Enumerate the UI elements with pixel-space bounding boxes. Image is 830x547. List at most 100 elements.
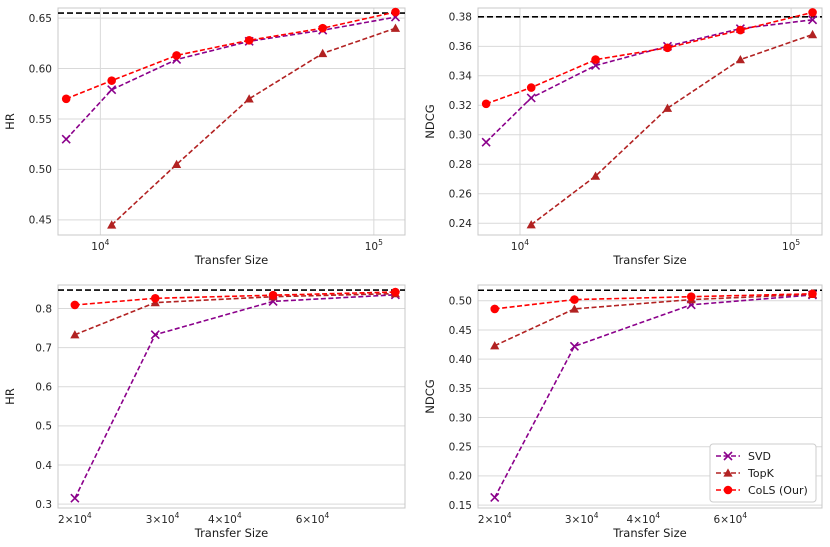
- series-line-cols-our: [65, 11, 396, 100]
- marker-cols-our-0: [61, 94, 71, 104]
- y-axis-label: HR: [3, 113, 17, 130]
- marker-legend-svd-0: [723, 451, 733, 461]
- panel-ndcg-bottom: 0.15 0.20 0.25 0.30 0.35 0.40 0.45 0.50 2×104 3×1…: [423, 284, 823, 540]
- y-tick-label: 0.50: [449, 296, 472, 308]
- marker-svd-0-b: [61, 134, 71, 144]
- marker-svd-0-b: [490, 492, 500, 503]
- marker-topk-2: [662, 103, 673, 112]
- y-tick-label: 0.6: [35, 382, 52, 394]
- marker-legend-cols-our-0: [723, 485, 733, 495]
- marker-legend-svd-0-b: [723, 451, 733, 461]
- marker-svd-5: [808, 15, 818, 25]
- marker-cols-our-0: [490, 304, 500, 314]
- y-tick-label: 0.36: [449, 41, 473, 53]
- marker-cols-our-4: [318, 23, 327, 33]
- y-tick-label: 0.3: [35, 499, 52, 511]
- y-axis-label: HR: [3, 388, 17, 405]
- legend: SVD TopK CoLS (Our): [709, 443, 817, 503]
- y-tick-label: 0.50: [29, 164, 52, 176]
- panel-hr-top: 0.45 0.50 0.55 0.60 0.65 104 105 Transfer Size H…: [3, 7, 406, 267]
- marker-svd-0-b: [70, 493, 80, 503]
- series-line-topk: [111, 27, 396, 226]
- series-line-svd: [65, 16, 396, 140]
- y-tick-label: 0.35: [449, 383, 472, 395]
- legend-label-svd: SVD: [748, 450, 771, 463]
- y-tick-label: 0.30: [449, 412, 472, 424]
- marker-svd-0-b: [481, 137, 491, 147]
- y-tick-label: 0.4: [35, 460, 52, 472]
- x-tick-label: 6×104: [296, 511, 330, 526]
- y-tick-label: 0.40: [449, 354, 472, 366]
- y-tick-label: 0.34: [449, 71, 473, 83]
- marker-svd-5-b: [808, 15, 818, 25]
- x-tick-label: 105: [365, 238, 383, 253]
- series-line-topk: [530, 33, 813, 226]
- x-axis-label: Transfer Size: [612, 253, 687, 267]
- legend-label-topk: TopK: [747, 467, 775, 480]
- y-tick-label: 0.5: [35, 421, 52, 433]
- y-tick-label: 0.20: [449, 471, 472, 483]
- series-line-svd: [74, 294, 396, 499]
- x-tick-label: 4×104: [208, 511, 242, 526]
- y-tick-label: 0.24: [449, 218, 473, 230]
- marker-topk-0: [490, 341, 500, 350]
- marker-cols-our-0: [481, 99, 491, 109]
- y-tick-label: 0.55: [29, 114, 52, 126]
- marker-svd-1: [569, 341, 579, 351]
- y-tick-label: 0.30: [449, 130, 472, 142]
- marker-topk-1: [171, 159, 182, 169]
- marker-topk-1: [569, 304, 580, 313]
- x-axis-label: Transfer Size: [612, 526, 687, 540]
- x-tick-label: 104: [511, 238, 529, 253]
- marker-cols-our-2: [268, 290, 278, 300]
- y-tick-label: 0.15: [449, 500, 472, 512]
- series-line-svd: [485, 19, 813, 143]
- marker-svd-0: [61, 134, 71, 144]
- marker-svd-0: [481, 137, 491, 147]
- y-tick-label: 0.28: [449, 159, 472, 171]
- series-line-topk: [494, 293, 813, 347]
- x-tick-label: 2×104: [478, 511, 512, 526]
- marker-svd-1: [107, 85, 117, 95]
- x-tick-label: 104: [91, 238, 109, 253]
- marker-cols-our-1: [150, 294, 160, 303]
- x-axis-label: Transfer Size: [194, 526, 269, 540]
- y-tick-label: 0.45: [29, 215, 52, 227]
- x-axis-label: Transfer Size: [194, 253, 269, 267]
- y-tick-label: 0.38: [449, 12, 472, 24]
- marker-cols-our-2: [591, 55, 600, 64]
- series-line-svd: [493, 294, 813, 498]
- marker-svd-0: [490, 492, 500, 503]
- marker-legend-topk-0: [723, 468, 733, 477]
- x-tick-label: 6×104: [714, 511, 748, 526]
- y-tick-label: 0.45: [449, 325, 472, 337]
- marker-cols-our-1: [526, 83, 536, 92]
- marker-cols-our-1: [570, 295, 579, 304]
- marker-topk-3: [318, 48, 328, 58]
- marker-cols-our-3: [663, 43, 672, 53]
- marker-svd-0: [70, 493, 80, 503]
- y-tick-label: 0.26: [449, 189, 473, 201]
- y-axis-label: NDCG: [423, 104, 437, 138]
- marker-cols-our-1: [107, 76, 116, 85]
- panel-ndcg-top: 0.24 0.26 0.28 0.30 0.32 0.34 0.36 0.38 104 105 Tr…: [423, 7, 823, 267]
- marker-topk-0: [526, 220, 536, 229]
- marker-cols-our-0: [70, 300, 80, 310]
- series-line-topk: [74, 292, 396, 336]
- marker-svd-1-b: [526, 93, 536, 103]
- marker-topk-0: [107, 220, 117, 229]
- x-tick-label: 3×104: [146, 511, 180, 526]
- panel-hr-bottom: 0.3 0.4 0.5 0.6 0.7 0.8 2×104 3×104 4×104 6×104 Tr…: [3, 284, 406, 540]
- y-tick-label: 0.32: [449, 100, 472, 112]
- legend-label-cols-our: CoLS (Our): [748, 484, 808, 497]
- marker-topk-4: [390, 23, 401, 32]
- x-tick-label: 4×104: [627, 511, 661, 526]
- marker-cols-our-3: [808, 289, 817, 299]
- plot-frame: [477, 284, 823, 509]
- marker-topk-3: [735, 54, 745, 64]
- y-tick-label: 0.8: [35, 303, 52, 315]
- marker-svd-1-b: [107, 85, 117, 95]
- x-tick-label: 105: [782, 238, 800, 253]
- series-line-cols-our: [485, 11, 813, 105]
